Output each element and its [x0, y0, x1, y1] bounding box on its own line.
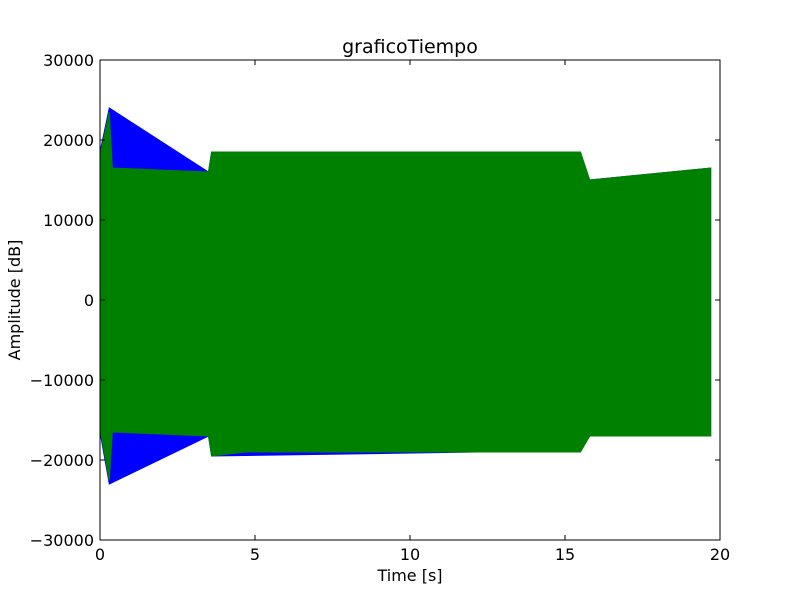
y-tick-label: 30000	[43, 51, 94, 70]
chart-title: graficoTiempo	[342, 36, 478, 58]
y-tick-label: 20000	[43, 131, 94, 150]
x-tick-label: 20	[710, 545, 730, 564]
y-axis-label: Amplitude [dB]	[5, 240, 24, 361]
data-layer	[99, 107, 712, 485]
series-1-waveform	[99, 111, 712, 481]
ticks-layer: 0 5 10 15 20 −30000 −20000 −10000 0 10000 20000 300…	[30, 51, 730, 564]
x-tick-label: 10	[400, 545, 420, 564]
x-tick-label: 15	[555, 545, 575, 564]
y-tick-label: 0	[84, 291, 94, 310]
x-axis-label: Time [s]	[376, 566, 442, 585]
x-tick-label: 5	[250, 545, 260, 564]
y-tick-label: 10000	[43, 211, 94, 230]
x-tick-label: 0	[95, 545, 105, 564]
y-tick-label: −20000	[30, 451, 94, 470]
y-tick-label: −10000	[30, 371, 94, 390]
y-tick-label: −30000	[30, 531, 94, 550]
